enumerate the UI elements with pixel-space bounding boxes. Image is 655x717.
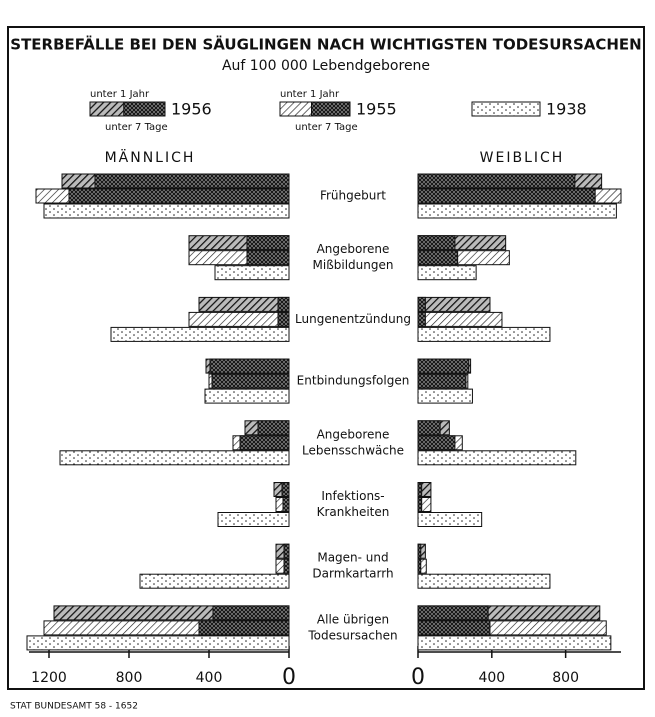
bar-segment (417, 373, 467, 389)
category-label: Darmkartarrh (312, 567, 393, 581)
bar (417, 203, 617, 219)
bar-segment (209, 358, 290, 374)
category-label: Entbindungsfolgen (297, 374, 410, 388)
bar (417, 388, 473, 404)
category-label: Lebensschwäche (302, 443, 404, 457)
bar-segment (277, 311, 290, 327)
bar-segment (417, 558, 422, 574)
x-tick-label: 800 (552, 670, 579, 686)
bar (26, 635, 290, 651)
category-label: Lungenentzündung (295, 312, 411, 326)
bar-segment (283, 543, 290, 559)
bar (110, 326, 290, 342)
category-label: Infektions- (321, 489, 384, 503)
bar-segment (246, 250, 290, 266)
bar (204, 388, 290, 404)
bar (139, 573, 290, 589)
bar-segment (417, 250, 459, 266)
bar-segment (277, 296, 290, 312)
legend-label: unter 1 Jahr (90, 89, 150, 100)
category-label: Angeborene (317, 242, 390, 256)
legend-label: 1955 (356, 100, 397, 119)
bar (417, 573, 551, 589)
bar (417, 296, 491, 312)
legend-label: 1956 (171, 100, 212, 119)
category-label: Alle übrigen (317, 612, 389, 626)
category-label: Todesursachen (307, 628, 397, 642)
bar-segment (198, 620, 290, 636)
chart-subtitle: Auf 100 000 Lebendgeborene (222, 58, 430, 74)
bar (417, 635, 612, 651)
legend-label: 1938 (546, 100, 587, 119)
bar-segment (211, 373, 290, 389)
x-tick-label: 0 (282, 665, 296, 690)
bar-segment (239, 435, 290, 451)
bar (417, 512, 483, 527)
bar-segment (417, 311, 426, 327)
x-tick-label: 800 (116, 670, 143, 686)
x-tick-label: 0 (411, 665, 425, 690)
legend-swatch (123, 101, 166, 117)
bar-segment (417, 482, 423, 497)
legend-label: unter 1 Jahr (280, 89, 340, 100)
category-label: Krankheiten (317, 505, 390, 519)
x-tick-label: 1200 (31, 670, 67, 686)
bar (198, 296, 290, 312)
x-tick-label: 400 (478, 670, 505, 686)
bar (417, 326, 551, 342)
legend-swatch (471, 101, 541, 117)
bar-segment (282, 497, 290, 512)
bar (188, 311, 290, 327)
bar-segment (257, 420, 290, 436)
bar-segment (68, 188, 290, 204)
bar (417, 450, 577, 466)
legend-swatch (311, 101, 351, 117)
source: STAT BUNDESAMT 58 - 1652 (10, 702, 138, 712)
bar-segment (212, 605, 290, 621)
bar-segment (417, 420, 441, 436)
bar-segment (283, 558, 290, 574)
bar (214, 265, 290, 281)
bar-segment (417, 605, 489, 621)
chart-title: STERBEFÄLLE BEI DEN SÄUGLINGEN NACH WICH… (10, 35, 641, 54)
bar (417, 311, 503, 327)
bar (43, 203, 290, 219)
bar-segment (417, 543, 422, 559)
bar-segment (417, 173, 576, 189)
legend-label: unter 7 Tage (295, 122, 358, 133)
category-label: Mißbildungen (313, 258, 394, 272)
bar-segment (246, 235, 290, 251)
bar (417, 265, 477, 281)
legend-label: unter 7 Tage (105, 122, 168, 133)
bar-segment (281, 482, 290, 497)
frame (7, 26, 645, 690)
panel-label: MÄNNLICH (105, 148, 196, 166)
category-label: Magen- und (317, 551, 388, 565)
bar-segment (417, 296, 426, 312)
bar (217, 512, 290, 527)
panel-label: WEIBLICH (480, 150, 565, 166)
bar-segment (417, 235, 456, 251)
bar-segment (417, 497, 423, 512)
bar (59, 450, 290, 466)
bar-segment (417, 358, 470, 374)
category-label: Frühgeburt (320, 189, 386, 203)
bar-segment (417, 620, 491, 636)
category-label: Angeborene (317, 427, 390, 441)
bar-segment (417, 435, 456, 451)
bar-segment (94, 173, 290, 189)
x-tick-label: 400 (196, 670, 223, 686)
bar-segment (417, 188, 596, 204)
